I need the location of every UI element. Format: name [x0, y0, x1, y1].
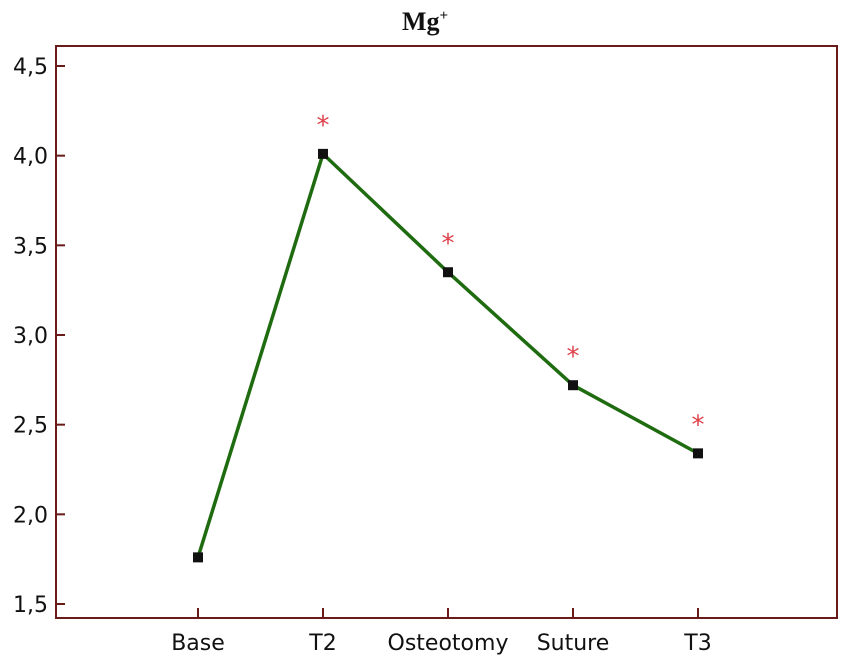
y-tick-label: 1,5 [13, 593, 48, 618]
y-tick-label: 3,0 [13, 324, 48, 349]
chart-title-main: Mg [402, 7, 440, 36]
x-tick-label: Base [171, 631, 225, 656]
series-line [196, 152, 699, 558]
chart-title: Mg+ [402, 7, 448, 36]
x-tick-label: T3 [683, 631, 711, 656]
y-tick-label: 4,0 [13, 145, 48, 170]
significance-star: * [692, 410, 705, 440]
x-tick-label: Suture [537, 631, 610, 656]
x-tick-label: Osteotomy [388, 631, 509, 656]
y-tick-label: 2,0 [13, 503, 48, 528]
chart-title-superscript: + [439, 8, 448, 24]
significance-star: * [317, 111, 330, 141]
data-point-marker [443, 267, 453, 278]
significance-star: * [567, 342, 580, 372]
y-tick-label: 2,5 [13, 414, 48, 439]
significance-star: * [442, 229, 455, 259]
y-axis: 1,5 2,0 2,5 3,0 3,5 4,0 4,5 [13, 55, 65, 618]
significance-markers: * * * * [317, 111, 705, 440]
x-axis: Base T2 Osteotomy Suture T3 [171, 608, 712, 656]
data-point-marker [318, 148, 328, 159]
y-tick-label: 4,5 [13, 55, 48, 80]
data-point-marker [193, 552, 203, 563]
x-tick-label: T2 [308, 631, 336, 656]
y-tick-label: 3,5 [13, 234, 48, 259]
data-point-marker [693, 448, 703, 459]
series-group [193, 148, 703, 563]
plot-frame [55, 45, 838, 619]
data-point-marker [568, 380, 578, 391]
